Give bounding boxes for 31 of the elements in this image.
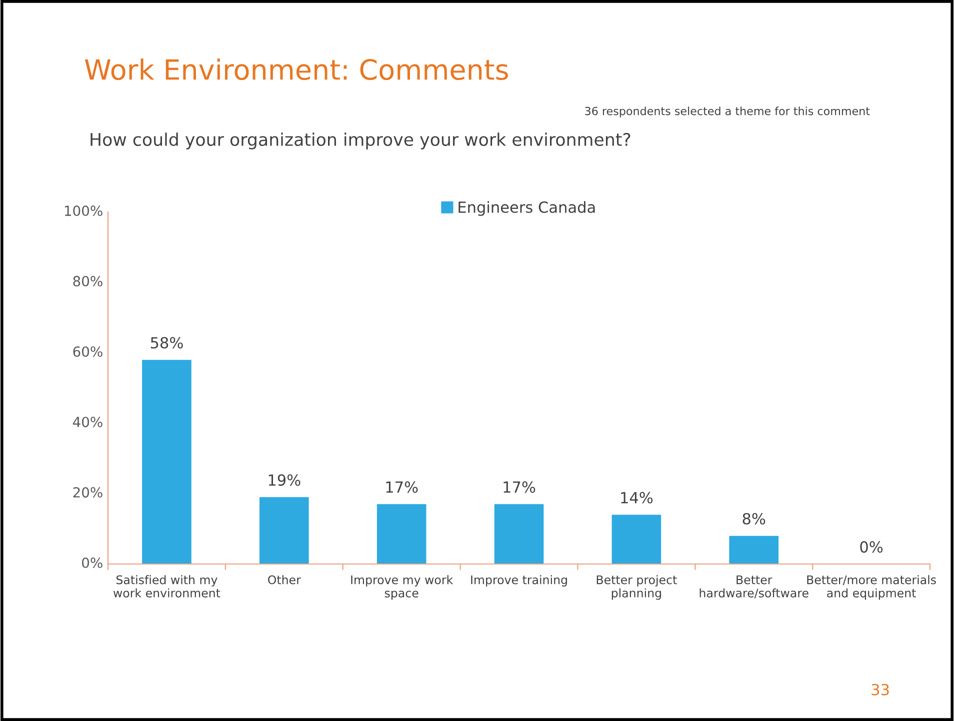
x-tick-label: Satisfied with my work environment — [113, 575, 220, 598]
x-tick-label: Improve training — [471, 575, 567, 587]
bar — [376, 504, 426, 564]
text: 0% — [860, 541, 883, 553]
chart-subtitle: How could your organization improve your work environment? — [90, 132, 630, 150]
text: 36 respondents selected a theme for this comment — [585, 106, 870, 118]
bar — [259, 497, 309, 564]
bar — [612, 514, 662, 564]
y-tick-label: 40% — [72, 416, 102, 428]
text: 17% — [504, 481, 536, 493]
chart-title: Work Environment: Comments — [84, 58, 508, 80]
bar — [729, 536, 779, 564]
y-tick-label: 20% — [73, 487, 102, 498]
bar — [142, 360, 192, 564]
y-tick-label: 80% — [73, 276, 102, 286]
bar — [494, 504, 544, 564]
text: 19% — [268, 474, 300, 486]
x-tick-label: Other — [268, 575, 301, 584]
text: 8% — [742, 512, 766, 525]
x-tick-label: Improve my work space — [351, 575, 454, 600]
text: 14% — [621, 492, 653, 504]
text: 17% — [386, 481, 418, 493]
text: 58% — [150, 336, 183, 349]
x-tick-label: Better hardware/software — [700, 575, 808, 598]
x-tick-label: Better/more materials and equipment — [807, 575, 936, 600]
y-tick-label: 100% — [64, 206, 102, 216]
y-tick-label: 0% — [82, 558, 102, 568]
legend-label: Engineers Canada — [458, 201, 595, 216]
x-tick-label: Better project planning — [596, 575, 677, 600]
y-tick-label: 60% — [73, 346, 102, 357]
text: 33 — [872, 684, 889, 696]
